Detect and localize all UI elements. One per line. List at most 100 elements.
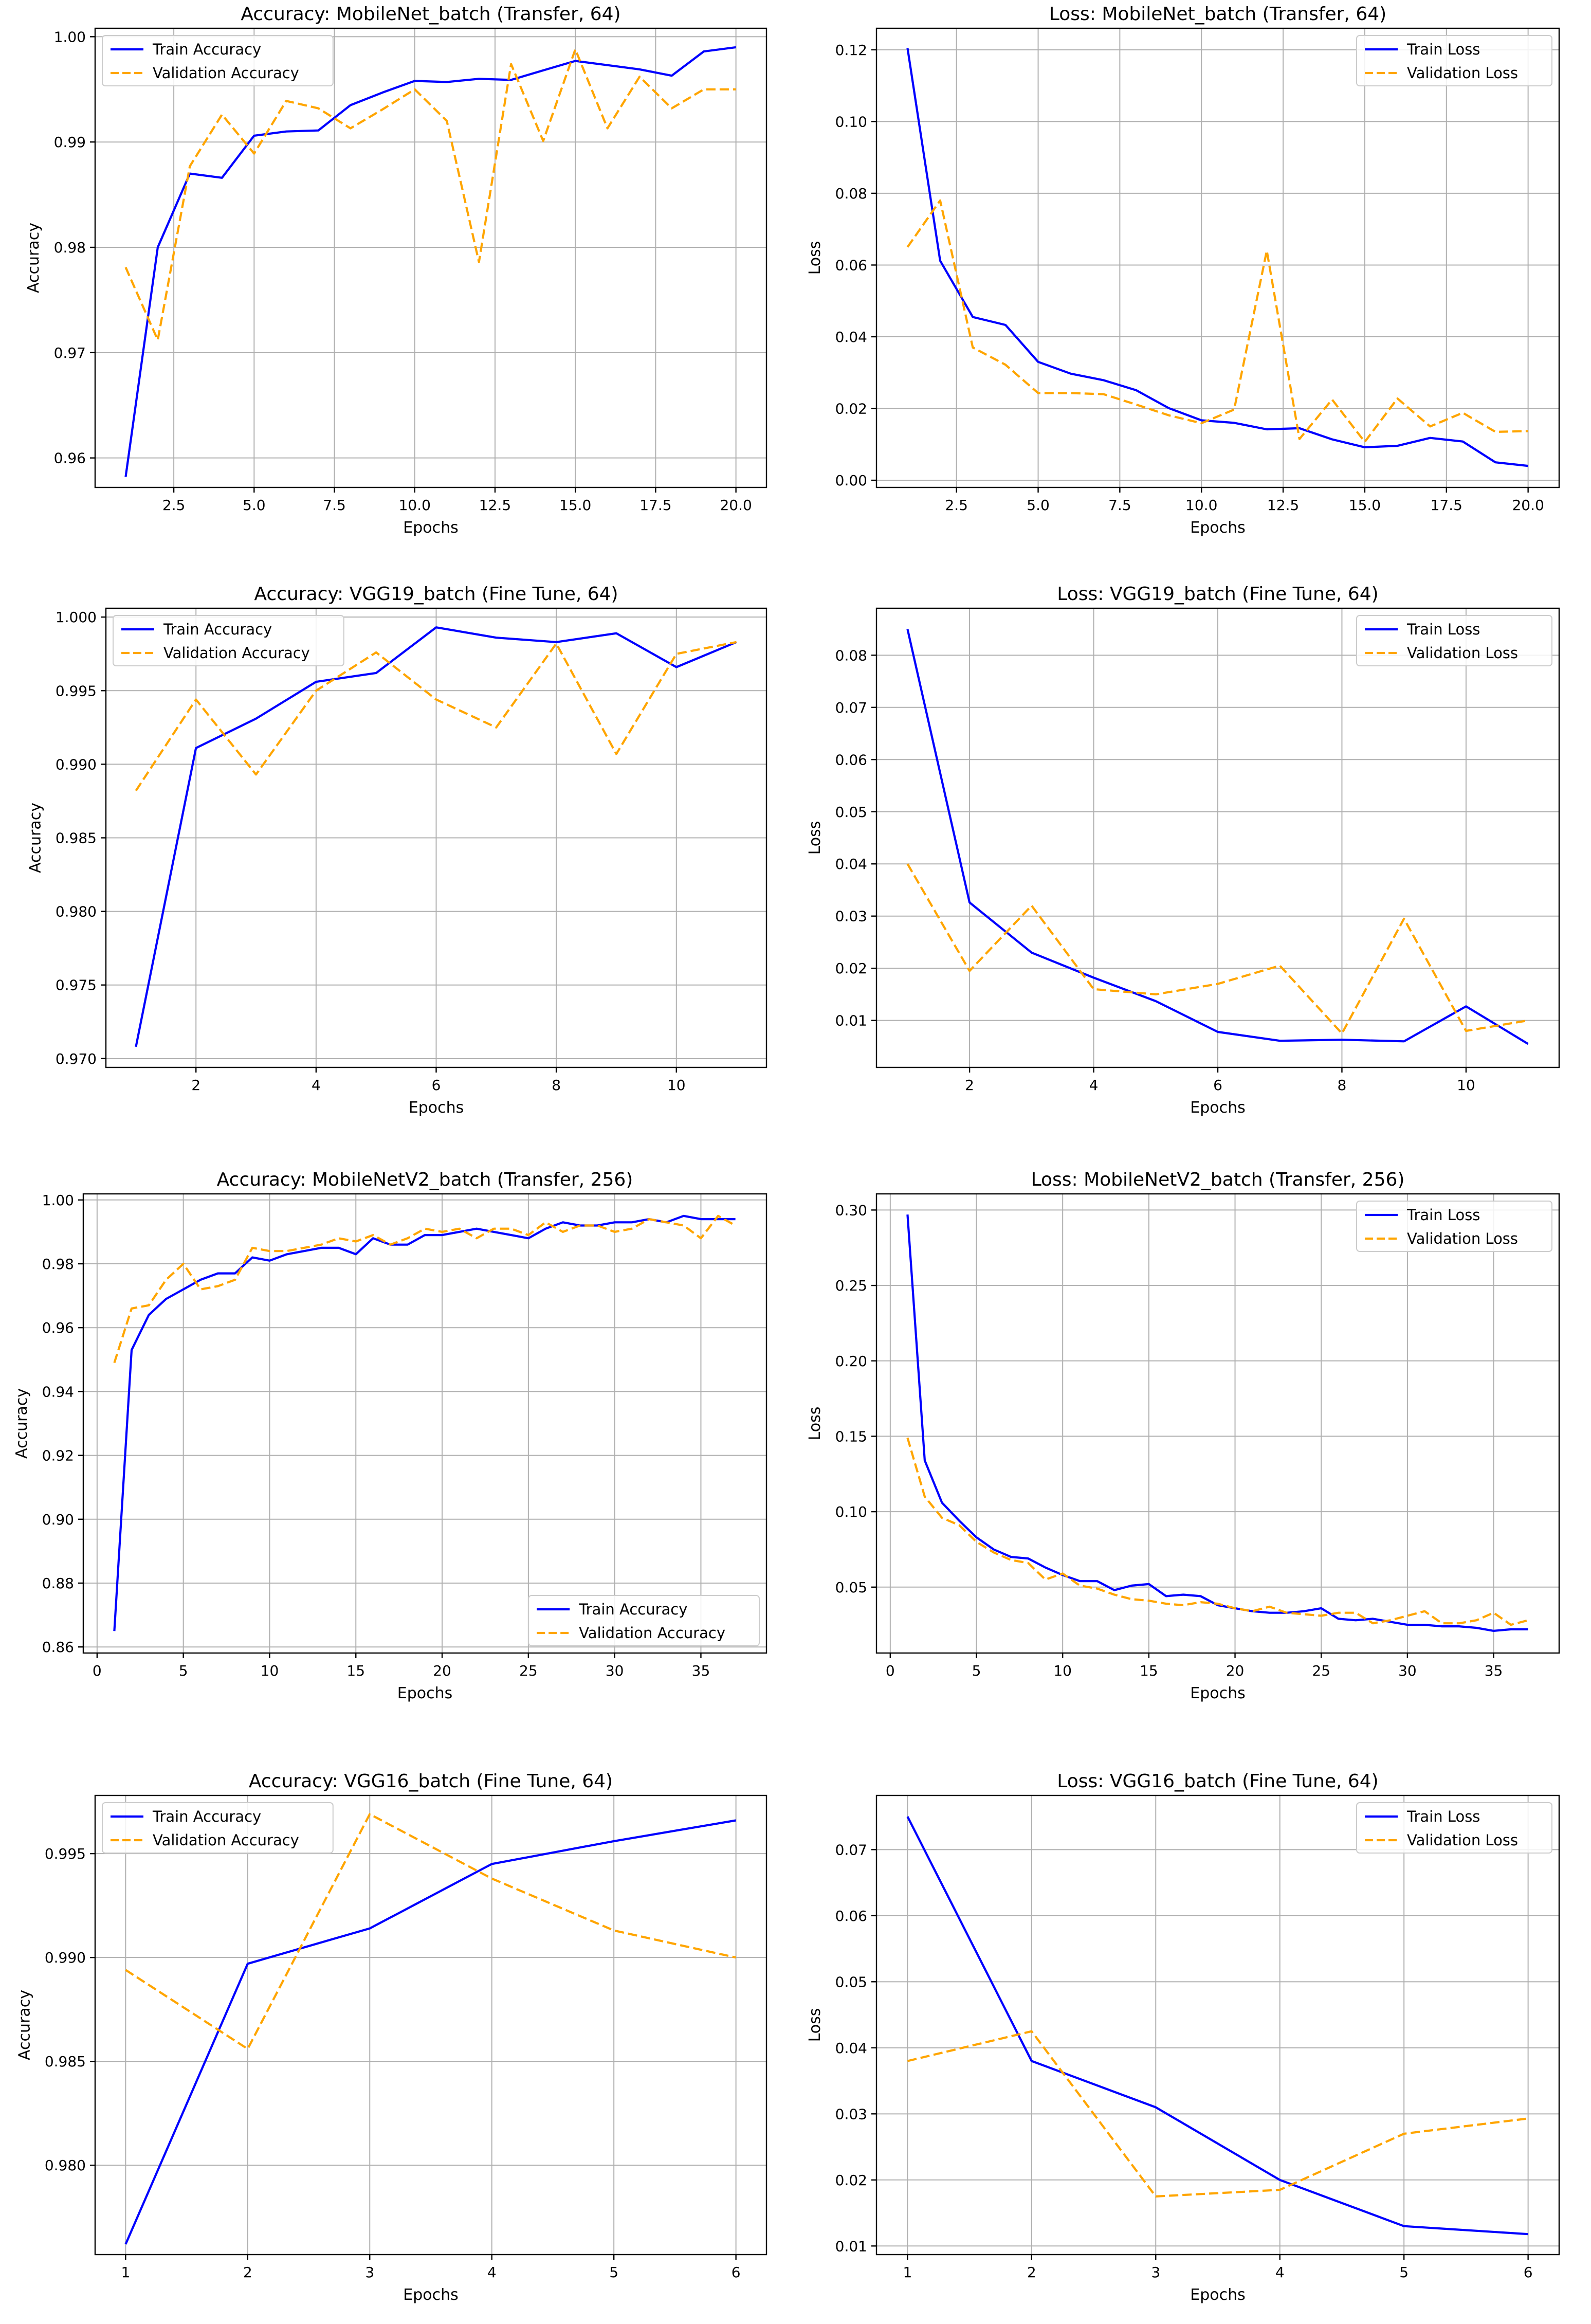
x-tick-label: 20.0 [1512, 497, 1544, 514]
y-tick-label: 0.05 [835, 1579, 867, 1596]
train-series-line [906, 1816, 1528, 2236]
y-tick-label: 0.03 [835, 908, 867, 925]
y-tick-label: 0.00 [835, 472, 867, 489]
y-axis-label: Accuracy [27, 803, 45, 873]
chart-title: Accuracy: VGG19_batch (Fine Tune, 64) [254, 584, 618, 605]
x-tick-label: 7.5 [323, 497, 346, 514]
y-tick-label: 0.995 [56, 682, 97, 699]
x-tick-label: 20 [1226, 1662, 1245, 1679]
legend-train-label: Train Loss [1406, 621, 1480, 638]
legend: Train Accuracy Validation Accuracy [102, 35, 334, 86]
x-tick-label: 5 [1399, 2264, 1409, 2281]
chart-title: Loss: VGG16_batch (Fine Tune, 64) [1057, 1771, 1378, 1792]
y-tick-label: 0.06 [835, 1908, 867, 1924]
legend-validation-label: Validation Accuracy [579, 1624, 725, 1642]
y-tick-label: 0.985 [45, 2053, 86, 2070]
legend-box [1356, 1201, 1552, 1252]
x-tick-label: 17.5 [1431, 497, 1462, 514]
chart-panel-4: 2 4 6 8 10 0.01 0.02 0.03 0.04 0.05 0.06 0.07 0.08 Lo… [806, 584, 1560, 1117]
y-tick-label: 0.96 [54, 450, 86, 467]
y-tick-label: 0.94 [42, 1383, 74, 1400]
y-tick-label: 0.20 [835, 1353, 867, 1370]
axes-frame [94, 1794, 767, 2256]
y-tick-label: 0.06 [835, 257, 867, 274]
y-tick-label: 0.08 [835, 647, 867, 664]
y-tick-label: 0.02 [835, 960, 867, 977]
legend-validation-label: Validation Loss [1407, 644, 1518, 662]
x-tick-label: 30 [1398, 1662, 1417, 1679]
chart-panel-1: 2.5 5.0 7.5 10.0 12.5 15.0 17.5 20.0 0.96 0.97 0.9… [25, 4, 767, 537]
x-tick-label: 4 [312, 1077, 321, 1094]
x-tick-label: 1 [121, 2264, 130, 2281]
y-tick-label: 0.05 [835, 804, 867, 821]
chart-title: Loss: MobileNet_batch (Transfer, 64) [1049, 4, 1386, 25]
chart-panel-2: 2.5 5.0 7.5 10.0 12.5 15.0 17.5 20.0 0.00 0.02 0.0… [806, 4, 1560, 537]
y-tick-label: 0.03 [835, 2105, 867, 2122]
y-tick-label: 1.000 [56, 609, 97, 626]
x-tick-label: 2.5 [945, 497, 968, 514]
y-tick-label: 0.88 [42, 1575, 74, 1592]
y-tick-label: 0.98 [54, 239, 86, 256]
y-tick-label: 0.06 [835, 751, 867, 768]
legend-box [1356, 1802, 1552, 1854]
y-tick-label: 0.07 [835, 699, 867, 716]
x-axis-label: Epochs [409, 1099, 464, 1117]
legend: Train Accuracy Validation Accuracy [113, 615, 344, 666]
x-tick-label: 0 [93, 1662, 102, 1679]
chart-title: Accuracy: MobileNetV2_batch (Transfer, 2… [217, 1169, 633, 1190]
x-tick-label: 25 [519, 1662, 538, 1679]
y-tick-label: 0.02 [835, 401, 867, 417]
x-axis-label: Epochs [403, 519, 459, 537]
x-tick-label: 2 [965, 1077, 974, 1094]
chart-title: Accuracy: VGG16_batch (Fine Tune, 64) [249, 1771, 613, 1792]
x-tick-label: 3 [365, 2264, 374, 2281]
x-tick-label: 35 [1485, 1662, 1503, 1679]
x-tick-label: 2 [243, 2264, 252, 2281]
x-tick-label: 6 [732, 2264, 741, 2281]
x-tick-label: 4 [1275, 2264, 1285, 2281]
legend-box [528, 1595, 760, 1646]
validation-series-line [906, 199, 1528, 443]
legend-validation-label: Validation Accuracy [153, 64, 299, 82]
x-axis-label: Epochs [1190, 1099, 1246, 1117]
y-axis-label: Loss [806, 2008, 824, 2042]
x-tick-label: 10.0 [399, 497, 431, 514]
train-series-line [906, 1214, 1528, 1632]
x-tick-label: 25 [1312, 1662, 1330, 1679]
legend: Train Accuracy Validation Accuracy [528, 1595, 760, 1646]
y-axis-label: Accuracy [13, 1388, 31, 1459]
y-tick-label: 0.990 [45, 1949, 86, 1966]
legend: Train Loss Validation Loss [1356, 1802, 1552, 1854]
validation-series-line [125, 1813, 737, 2050]
y-tick-label: 0.05 [835, 1973, 867, 1990]
x-tick-label: 2.5 [162, 497, 186, 514]
y-tick-label: 0.975 [56, 977, 97, 994]
validation-series-line [113, 1214, 736, 1364]
x-tick-label: 4 [487, 2264, 497, 2281]
axes-frame [875, 1794, 1560, 2256]
y-tick-label: 0.90 [42, 1511, 74, 1528]
y-tick-label: 0.07 [835, 1841, 867, 1858]
chart-title: Loss: VGG19_batch (Fine Tune, 64) [1057, 584, 1378, 605]
x-tick-label: 6 [1524, 2264, 1533, 2281]
x-tick-label: 4 [1089, 1077, 1099, 1094]
x-axis-label: Epochs [403, 2286, 459, 2304]
x-axis-label: Epochs [1190, 2286, 1246, 2304]
y-tick-label: 0.985 [56, 830, 97, 847]
axes-frame [875, 27, 1560, 488]
legend-validation-label: Validation Accuracy [163, 644, 310, 662]
legend-validation-label: Validation Accuracy [153, 1831, 299, 1849]
x-tick-label: 15.0 [559, 497, 591, 514]
y-tick-label: 0.86 [42, 1639, 74, 1656]
x-tick-label: 15 [1140, 1662, 1158, 1679]
y-tick-label: 0.01 [835, 2238, 867, 2255]
y-tick-label: 0.01 [835, 1012, 867, 1029]
y-tick-label: 1.00 [42, 1192, 74, 1209]
y-tick-label: 0.995 [45, 1845, 86, 1862]
x-axis-label: Epochs [1190, 1684, 1246, 1702]
y-tick-label: 0.92 [42, 1447, 74, 1464]
x-tick-label: 6 [1213, 1077, 1222, 1094]
y-axis-label: Accuracy [25, 223, 43, 293]
x-axis-label: Epochs [397, 1684, 453, 1702]
